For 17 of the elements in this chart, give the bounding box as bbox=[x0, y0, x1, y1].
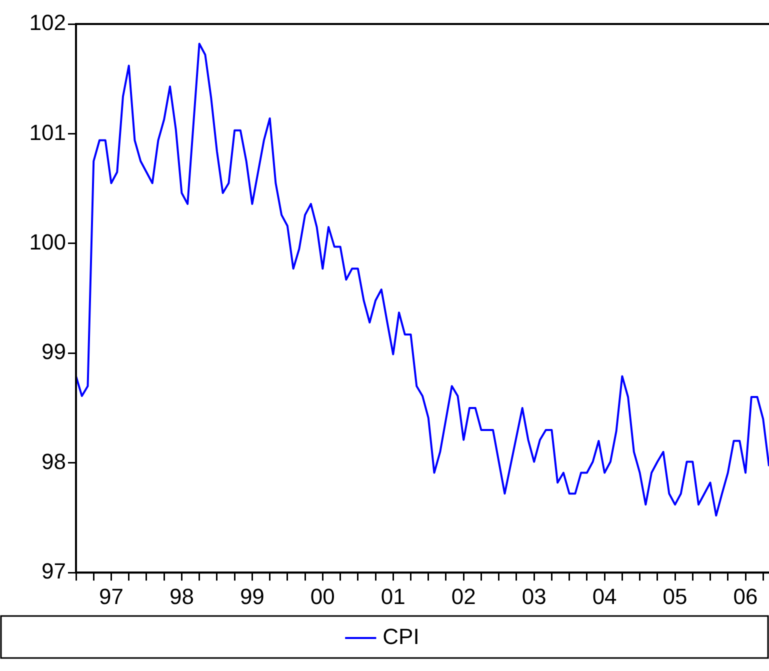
y-tick-label: 101 bbox=[29, 120, 66, 145]
x-tick-label: 05 bbox=[662, 584, 688, 609]
x-tick-label: 99 bbox=[240, 584, 264, 609]
y-tick-label: 99 bbox=[42, 339, 66, 364]
x-tick-label: 97 bbox=[98, 584, 124, 609]
x-tick-label: 02 bbox=[451, 584, 476, 609]
x-tick-label: 06 bbox=[733, 584, 758, 609]
x-tick-label: 03 bbox=[522, 584, 546, 609]
y-tick-label: 100 bbox=[29, 230, 66, 255]
x-tick-label: 00 bbox=[310, 584, 335, 609]
y-tick-label: 102 bbox=[29, 10, 66, 36]
legend-label: CPI bbox=[382, 624, 420, 650]
y-tick-label: 97 bbox=[42, 558, 66, 584]
x-tick-label: 98 bbox=[169, 584, 194, 609]
x-tick-label: 04 bbox=[592, 584, 617, 609]
x-tick-label: 01 bbox=[380, 584, 406, 609]
y-tick-label: 98 bbox=[42, 448, 66, 474]
